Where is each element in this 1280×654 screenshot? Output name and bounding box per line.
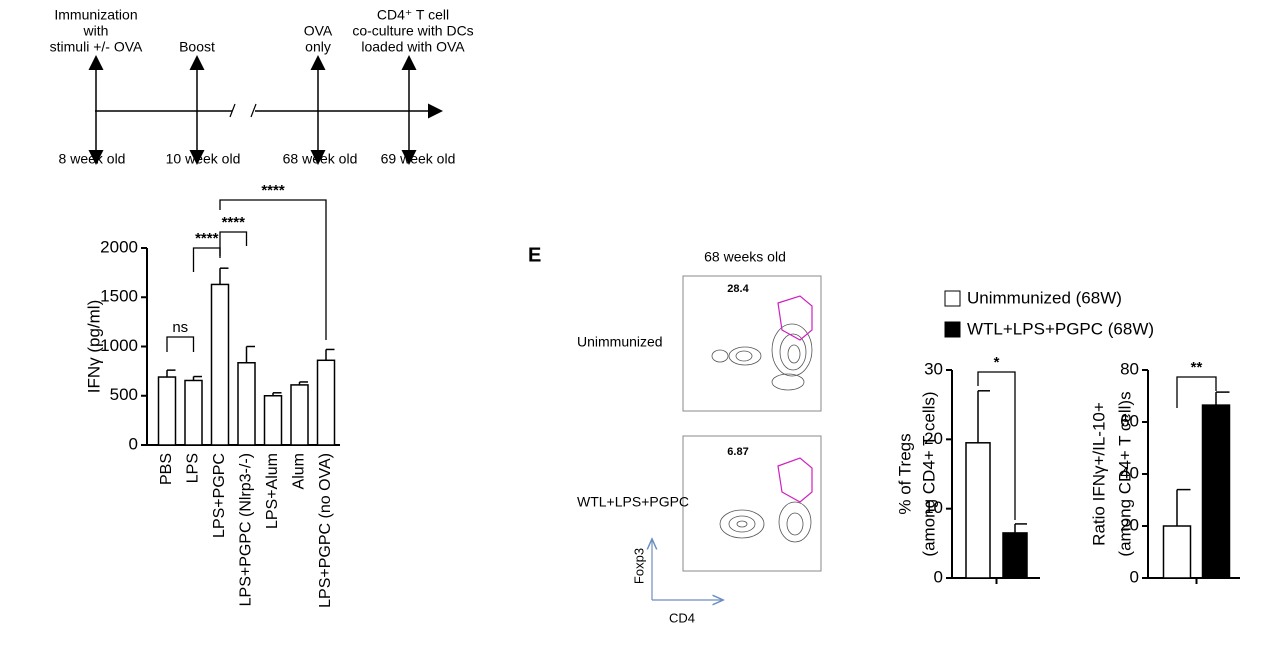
event-label: CD4⁺ T cell [377,7,449,23]
gate-value: 28.4 [727,283,749,295]
sample-label: WTL+LPS+PGPC [577,494,689,510]
flow-plot [682,435,822,572]
y-tick-label: 0 [129,434,138,453]
x-tick-label: Alum [291,453,308,489]
gate-value: 6.87 [727,446,748,458]
flow-plot [682,275,822,412]
event-label: with [83,23,109,39]
y-tick-label: 80 [1120,359,1139,378]
event-label: only [305,39,331,55]
significance-bracket [1176,376,1217,408]
significance-label: **** [195,230,219,247]
flow-title: 68 weeks old [704,249,786,265]
bar [1201,404,1231,579]
y-axis-label: (among CD4+ T cells) [919,391,938,556]
bar [1162,525,1192,579]
event-label: Boost [179,39,215,55]
significance-label: * [994,354,1000,371]
flow-panel: E 68 weeks old Foxp3 CD4 [528,244,822,625]
bar [210,283,230,446]
panel-label: E [528,244,541,266]
significance-label: ns [172,319,188,336]
timeline [95,103,443,119]
y-tick-label: 40 [1120,463,1139,482]
x-tick-label: LPS [185,453,202,483]
x-tick-label: LPS+PGPC (Nlrp3-/-) [238,453,255,606]
bar [237,362,256,446]
event-label: stimuli +/- OVA [50,39,143,55]
bar [316,359,336,446]
x-tick-label: LPS+Alum [264,453,281,529]
y-axis-label: % of Tregs [895,433,914,514]
event-label: loaded with OVA [361,39,465,55]
axis-break [250,103,257,118]
gate [777,457,813,503]
gate [777,295,813,341]
sample-label: Unimmunized [577,334,663,350]
bar [263,395,283,446]
y-tick-label: 1000 [100,336,138,355]
y-tick-label: 20 [1120,515,1139,534]
bar [1002,532,1028,579]
significance-bracket [219,231,248,256]
event-age: 8 week old [59,151,126,167]
bar-chart: 0 10 20 30 % of Tregs (among CD4+ T cells) * [895,354,1040,586]
bar-chart: 0 500 1000 1500 2000 IFNγ (pg/ml) PBS LPS LPS+PG… [84,182,340,608]
legend-label: WTL+LPS+PGPC (68W) [967,319,1154,338]
significance-bracket [192,247,221,272]
y-tick-label: 10 [924,498,943,517]
y-tick-label: 500 [110,385,138,404]
contours [711,323,813,543]
significance-bracket [977,371,1016,520]
event-label: OVA [304,23,333,39]
axis-break [229,103,236,118]
event-age: 10 week old [166,151,241,167]
legend-swatch [944,321,961,338]
event-age: 68 week old [283,151,358,167]
bar [965,442,991,579]
significance-label: ** [1191,359,1203,376]
significance-label: **** [261,182,285,199]
event-label: co-culture with DCs [352,23,473,39]
flow-x-axis: CD4 [669,610,695,625]
x-tick-label: LPS+PGPC [211,453,228,538]
legend-swatch [944,290,961,307]
bar [157,376,177,446]
significance-label: **** [222,214,246,231]
bar-chart: 0 20 40 60 80 Ratio IFNγ+/IL-10+ (among CD4+ T… [1089,359,1240,586]
y-axis-label: Ratio IFNγ+/IL-10+ [1089,402,1108,546]
y-axis-label: IFNγ (pg/ml) [84,300,103,394]
legend-label: Unimmunized (68W) [967,288,1122,307]
y-tick-label: 20 [924,429,943,448]
event-age: 69 week old [381,151,456,167]
event-label: Immunization [54,7,137,23]
y-axis-label: (among CD4+ T cell)s [1115,391,1134,556]
y-tick-label: 1500 [100,287,138,306]
bar [184,379,203,446]
bar [290,384,309,446]
y-tick-label: 0 [1130,567,1139,586]
y-tick-label: 60 [1120,411,1139,430]
y-tick-label: 2000 [100,237,138,256]
y-tick-label: 30 [924,359,943,378]
significance-bracket [219,199,327,340]
x-tick-label: LPS+PGPC (no OVA) [317,453,334,608]
x-tick-label: PBS [158,453,175,485]
y-tick-label: 0 [934,567,943,586]
significance-bracket [166,336,195,352]
flow-y-axis: Foxp3 [631,548,646,584]
